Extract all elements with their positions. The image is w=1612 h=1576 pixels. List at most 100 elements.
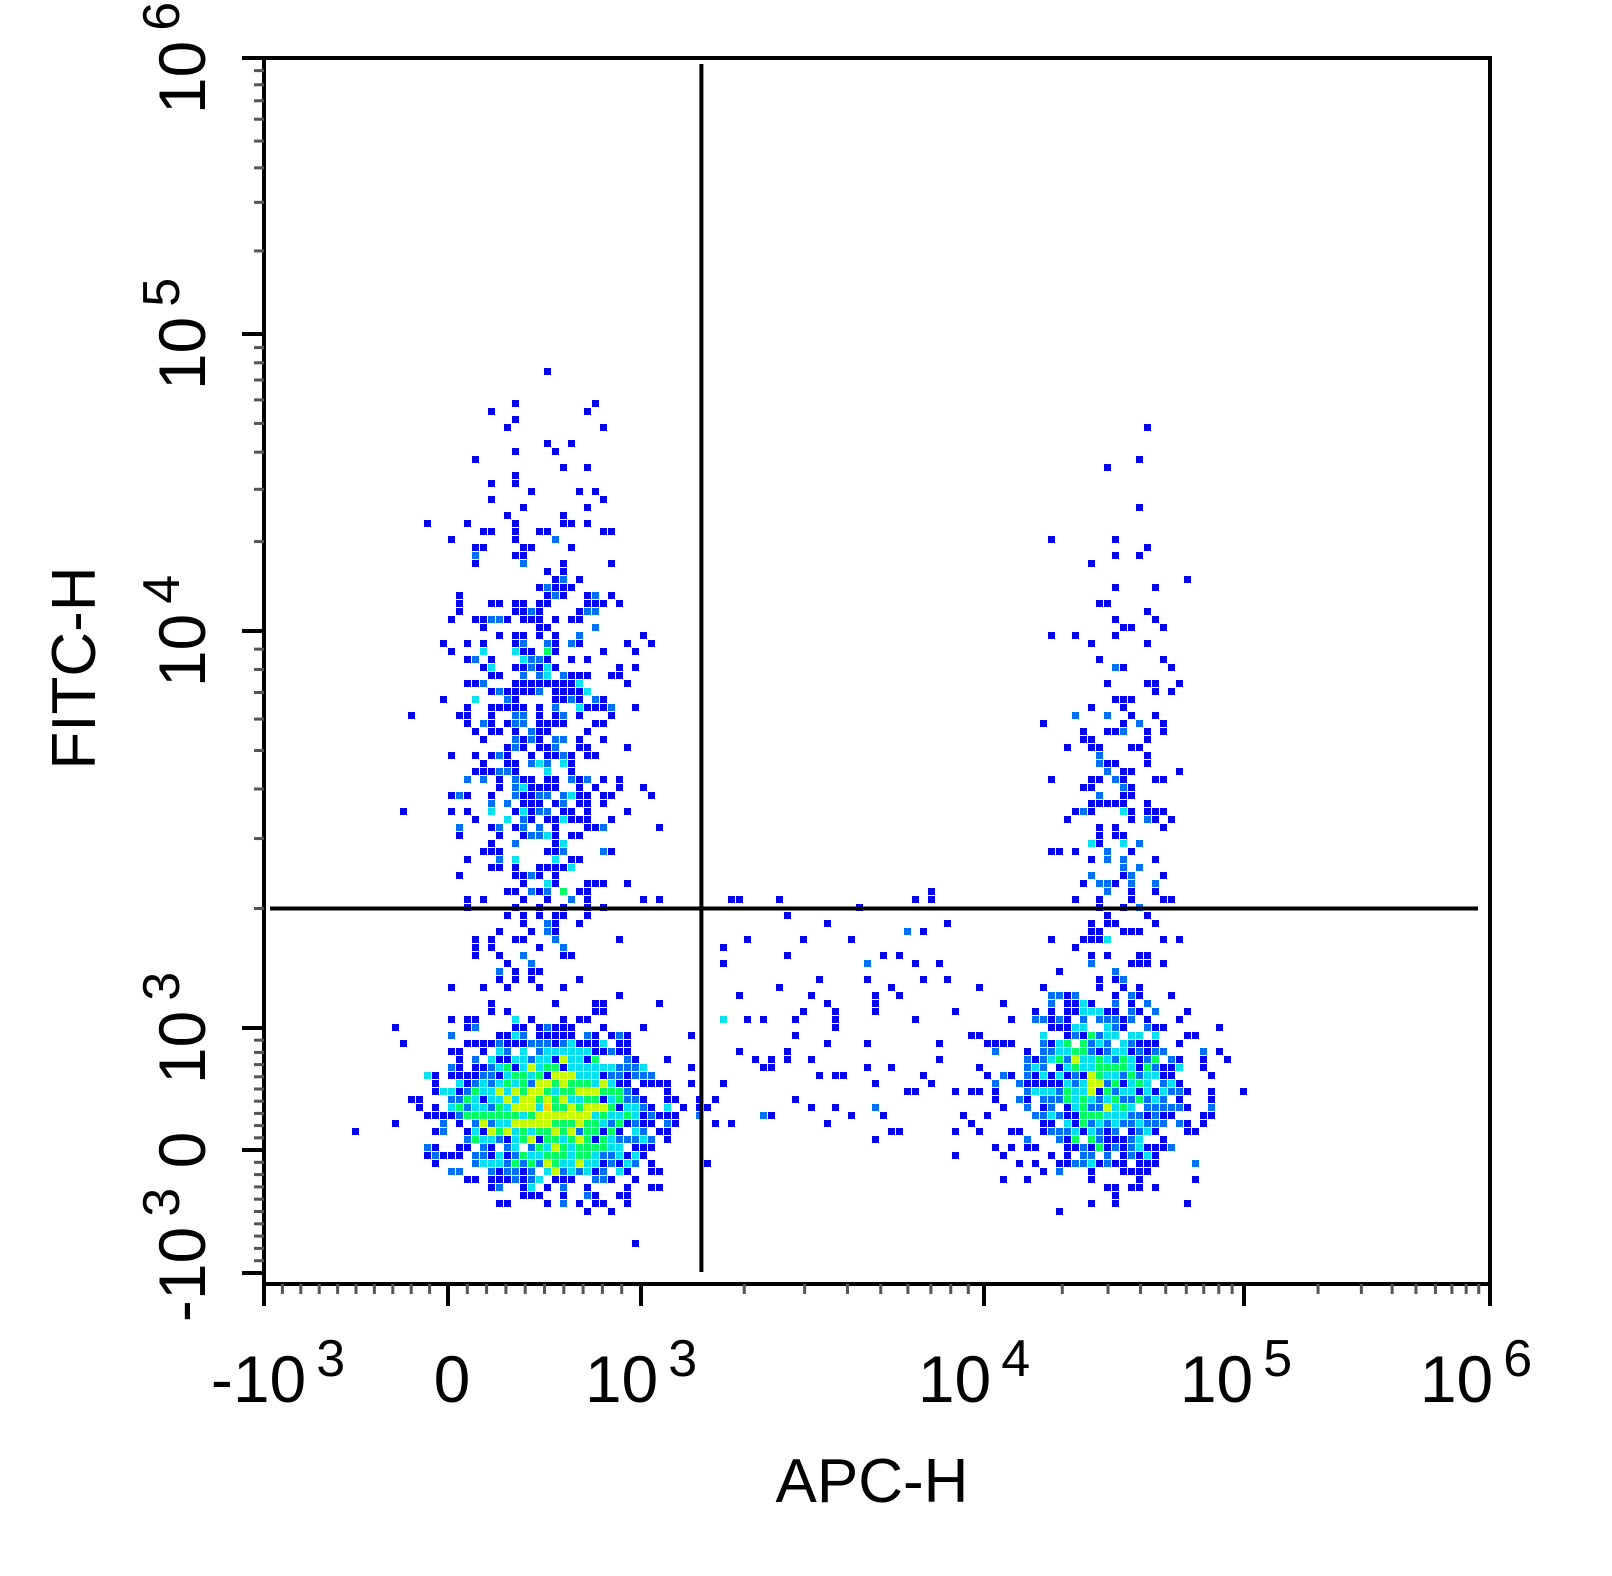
density-cell xyxy=(560,1120,567,1127)
plot-frame xyxy=(262,56,1492,1286)
density-cell xyxy=(520,816,527,823)
density-cell xyxy=(1096,840,1103,847)
density-cell xyxy=(536,600,543,607)
density-cell xyxy=(1112,880,1119,887)
density-cell xyxy=(624,640,631,647)
density-cell xyxy=(640,1136,647,1143)
density-cell xyxy=(952,1152,959,1159)
density-cell xyxy=(552,880,559,887)
density-cell xyxy=(520,1192,527,1199)
density-cell xyxy=(584,776,591,783)
density-cell xyxy=(576,784,583,791)
density-cell xyxy=(1136,928,1143,935)
density-cell xyxy=(568,656,575,663)
density-cell xyxy=(608,792,615,799)
density-cell xyxy=(528,608,535,615)
density-cell xyxy=(1080,1016,1087,1023)
density-cell xyxy=(1104,600,1111,607)
density-cell xyxy=(600,1040,607,1047)
density-cell xyxy=(1096,936,1103,943)
density-cell xyxy=(584,672,591,679)
density-cell xyxy=(608,1080,615,1087)
density-cell xyxy=(1024,1048,1031,1055)
density-cell xyxy=(1112,1184,1119,1191)
density-cell xyxy=(1056,1208,1063,1215)
density-cell xyxy=(496,1080,503,1087)
density-cell xyxy=(1176,1080,1183,1087)
density-cell xyxy=(560,584,567,591)
density-cell xyxy=(520,616,527,623)
density-cell xyxy=(528,728,535,735)
y-tick-label: 0 xyxy=(145,1132,219,1169)
density-cell xyxy=(576,792,583,799)
density-cell xyxy=(568,832,575,839)
density-cell xyxy=(504,960,511,967)
density-cell xyxy=(544,648,551,655)
density-cell xyxy=(520,1056,527,1063)
density-cell xyxy=(464,720,471,727)
density-cell xyxy=(1072,848,1079,855)
density-cell xyxy=(632,1144,639,1151)
density-cell xyxy=(552,584,559,591)
density-cell xyxy=(560,1032,567,1039)
density-cell xyxy=(432,1112,439,1119)
density-cell xyxy=(480,648,487,655)
density-cell xyxy=(576,1136,583,1143)
density-cell xyxy=(536,968,543,975)
density-cell xyxy=(456,608,463,615)
density-cell xyxy=(912,896,919,903)
density-cell xyxy=(520,920,527,927)
density-cell xyxy=(584,592,591,599)
density-cell xyxy=(592,1080,599,1087)
density-cell xyxy=(568,1152,575,1159)
density-cell xyxy=(792,1032,799,1039)
density-cell xyxy=(552,936,559,943)
density-cell xyxy=(1104,1072,1111,1079)
density-cell xyxy=(520,656,527,663)
density-cell xyxy=(544,784,551,791)
density-cell xyxy=(472,1016,479,1023)
density-cell xyxy=(488,768,495,775)
density-cell xyxy=(536,760,543,767)
density-cell xyxy=(1080,1144,1087,1151)
density-cell xyxy=(504,704,511,711)
density-cell xyxy=(1152,1144,1159,1151)
density-cell xyxy=(464,808,471,815)
density-cell xyxy=(592,1064,599,1071)
density-cell xyxy=(464,856,471,863)
density-cell xyxy=(512,1032,519,1039)
density-cell xyxy=(1096,1008,1103,1015)
density-cell xyxy=(472,944,479,951)
density-cell xyxy=(528,1128,535,1135)
density-cell xyxy=(1088,840,1095,847)
density-cell xyxy=(1192,1176,1199,1183)
density-cell xyxy=(1112,1128,1119,1135)
density-cell xyxy=(472,1136,479,1143)
density-cell xyxy=(1120,768,1127,775)
density-cell xyxy=(520,1128,527,1135)
density-cell xyxy=(496,848,503,855)
density-cell xyxy=(920,928,927,935)
density-cell xyxy=(1064,1048,1071,1055)
density-cell xyxy=(1144,760,1151,767)
density-cell xyxy=(1000,1072,1007,1079)
density-cell xyxy=(832,1104,839,1111)
density-cell xyxy=(520,1112,527,1119)
density-cell xyxy=(456,712,463,719)
density-cell xyxy=(664,1104,671,1111)
density-cell xyxy=(1080,1064,1087,1071)
density-cell xyxy=(560,912,567,919)
density-cell xyxy=(1144,736,1151,743)
density-cell xyxy=(1056,1160,1063,1167)
density-cell xyxy=(552,1144,559,1151)
density-cell xyxy=(592,1048,599,1055)
density-cell xyxy=(536,1056,543,1063)
density-cell xyxy=(512,1096,519,1103)
density-cell xyxy=(520,704,527,711)
density-cell xyxy=(1088,640,1095,647)
density-cell xyxy=(632,704,639,711)
density-cell xyxy=(1192,1128,1199,1135)
density-cell xyxy=(1064,1024,1071,1031)
density-cell xyxy=(496,1200,503,1207)
density-cell xyxy=(1080,808,1087,815)
